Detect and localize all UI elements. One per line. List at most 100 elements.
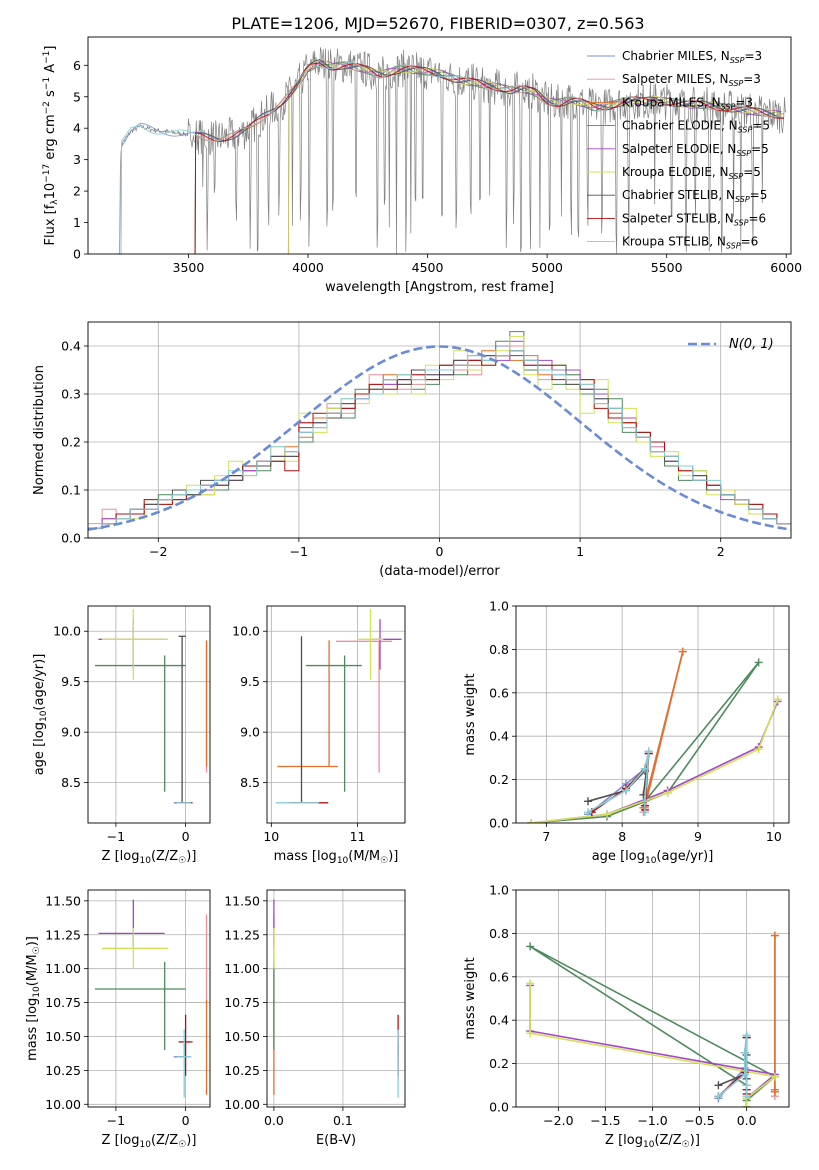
y-axis-label-part: −1 — [42, 77, 52, 90]
x-axis-label-part: ☉ — [682, 1140, 690, 1150]
y-axis-label-part: Flux [f — [43, 204, 58, 245]
legend-label: Chabrier MILES, NSSP=3 — [622, 49, 762, 65]
y-tick-label: 11.00 — [224, 961, 260, 976]
x-axis-label-part: Z [log — [102, 849, 140, 864]
mass-vs-EBV-panel: 0.0 0.1 10.00 10.25 10.50 10.75 11.00 11.25 11.5… — [224, 889, 406, 1148]
ssp-marker — [663, 788, 672, 797]
x-axis-label-part: Z/Z — [156, 849, 178, 864]
ssp-marker — [742, 1103, 751, 1107]
y-tick-label: 11.00 — [45, 961, 81, 976]
y-tick-label: 9.5 — [61, 674, 81, 689]
massweight-vs-Z-panel: −2.0 −1.5 −1.0 −0.5 0.0 0.0 0.2 0.4 0.6 0.8 1.0 Z [… — [463, 883, 790, 1150]
x-axis-label-part: ☉ — [178, 1140, 186, 1150]
x-axis-label-part: mass [log — [274, 849, 337, 864]
ssp-marker — [754, 745, 763, 754]
axes-frame — [515, 605, 790, 824]
ssp-marker — [770, 1085, 779, 1094]
y-tick-label: 0.3 — [61, 387, 81, 402]
x-tick-label: 5500 — [651, 260, 683, 275]
x-tick-label: −2 — [149, 544, 167, 559]
legend-label-sub: SSP — [721, 102, 736, 111]
y-tick-label: 2 — [73, 184, 81, 199]
x-tick-label: 2 — [717, 544, 725, 559]
x-tick-label: 9 — [694, 829, 702, 844]
y-axis-label-part: age [log — [32, 722, 47, 775]
y-tick-label: 0 — [73, 247, 81, 262]
x-tick-label: 10 — [766, 829, 782, 844]
ssp-marker — [773, 695, 782, 704]
legend-label-tail: =3 — [743, 72, 761, 86]
ssp-marker — [526, 1029, 535, 1038]
y-tick-label: 11.25 — [224, 927, 260, 942]
x-axis-label-part: ( — [151, 1133, 156, 1148]
legend-label: Salpeter ELODIE, NSSP=5 — [622, 142, 769, 158]
x-axis-label-part: )] — [186, 849, 196, 864]
legend-label-tail: =3 — [744, 49, 762, 63]
legend-label-tail: =5 — [752, 119, 770, 133]
x-tick-label: 7 — [542, 829, 550, 844]
residual-histogram-panel: −2 −1 0 1 2 0.0 0.1 0.2 0.3 0.4 (data-model)/error… — [32, 321, 792, 579]
x-tick-label: 0 — [182, 829, 190, 844]
y-axis-label: Flux [fλ10−17 erg cm−2 s−1 A−1] — [42, 46, 60, 246]
y-tick-label: 10.00 — [45, 1097, 81, 1112]
ssp-marker — [740, 1070, 749, 1079]
x-tick-label: 5000 — [531, 260, 563, 275]
y-axis-label-part: 10 — [43, 183, 58, 200]
x-axis-label-part: (age/yr)] — [656, 849, 713, 864]
legend-label: Salpeter MILES, NSSP=3 — [622, 72, 761, 88]
legend-label-sub: SSP — [738, 126, 753, 135]
x-axis-label-part: E(B-V) — [316, 1133, 356, 1148]
y-tick-label: 1 — [73, 215, 81, 230]
y-axis-label: mass [log10(M/M☉)] — [25, 936, 42, 1061]
y-tick-label: 0.0 — [489, 1100, 509, 1115]
x-axis-label-part: (data-model)/error — [379, 564, 500, 579]
ssp-marker — [640, 808, 649, 817]
x-tick-label: 0.0 — [737, 1113, 757, 1128]
legend-label-sub: SSP — [735, 195, 750, 204]
normal-distribution-curve — [88, 345, 791, 531]
y-tick-label: 0.4 — [489, 1013, 509, 1028]
ssp-marker — [621, 786, 630, 795]
ssp-marker — [526, 942, 535, 951]
legend-label-tail: =3 — [735, 95, 753, 109]
y-tick-label: 10.25 — [224, 1063, 260, 1078]
x-tick-label: −2.0 — [543, 1113, 573, 1128]
ssp-marker — [527, 819, 536, 823]
x-axis-label: Z [log10(Z/Z☉)] — [102, 1133, 197, 1150]
x-tick-label: −1.0 — [637, 1113, 667, 1128]
legend-label-main: Kroupa STELIB, N — [622, 235, 726, 249]
y-tick-label: 0.2 — [489, 772, 509, 787]
x-axis-label-part: )] — [388, 849, 398, 864]
ssp-marker — [644, 747, 653, 756]
legend-label-sub: SSP — [734, 218, 749, 227]
y-axis-label: mass weight — [463, 957, 478, 1039]
legend-label-main: Salpeter STELIB, N — [622, 211, 734, 225]
x-axis-label-part: ( — [654, 1133, 659, 1148]
model-spectrum-line — [287, 61, 782, 254]
y-tick-label: 8.5 — [61, 775, 81, 790]
legend-label: Kroupa MILES, NSSP=3 — [622, 95, 753, 111]
model-spectrum-line — [194, 62, 784, 254]
legend-label-sub: SSP — [729, 79, 744, 88]
legend-label: Chabrier ELODIE, NSSP=5 — [622, 119, 770, 135]
model-spectrum-line — [287, 58, 782, 254]
y-tick-label: 0.4 — [61, 339, 81, 354]
axes-frame — [266, 889, 406, 1108]
x-axis-label-part: 10 — [645, 856, 657, 866]
x-axis-label: E(B-V) — [316, 1133, 356, 1148]
y-axis-label-part: Normed distribution — [32, 365, 47, 495]
legend-label-main: Chabrier MILES, N — [622, 49, 730, 63]
y-tick-label: 11.25 — [45, 927, 81, 942]
model-spectrum-line — [287, 60, 782, 254]
y-axis-label-part: (age/yr)] — [32, 654, 47, 711]
y-tick-label: 11.50 — [45, 893, 81, 908]
y-tick-label: 9.5 — [240, 674, 260, 689]
x-tick-label: 0.1 — [333, 1113, 353, 1128]
y-tick-label: 0.4 — [489, 729, 509, 744]
x-axis-label-part: age [log — [592, 849, 645, 864]
ssp-marker — [770, 1072, 779, 1081]
y-axis-label-part: 10 — [32, 986, 42, 998]
x-tick-label: 4000 — [292, 260, 324, 275]
y-axis-label-part: ☉ — [32, 946, 42, 954]
